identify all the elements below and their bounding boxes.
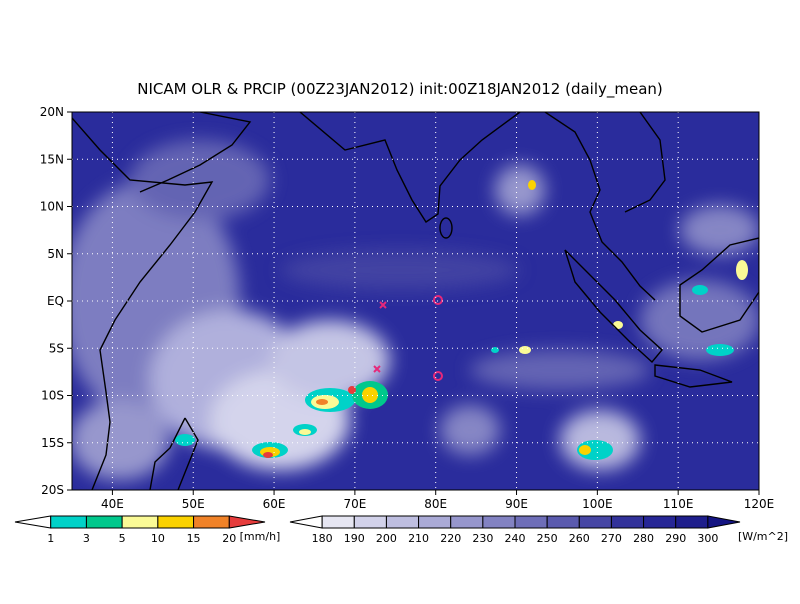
colorbar-label: 260 xyxy=(569,532,590,545)
colorbar-label: 240 xyxy=(505,532,526,545)
colorbar-box xyxy=(610,515,645,529)
precip-unit: [mm/h] xyxy=(240,530,281,543)
lat-tick-label: 5N xyxy=(47,247,64,261)
colorbar-box xyxy=(675,515,709,529)
colorbar-label: 230 xyxy=(472,532,493,545)
colorbar-box xyxy=(193,515,230,529)
colorbar-label: 10 xyxy=(151,532,165,545)
colorbar-label: 220 xyxy=(440,532,461,545)
title: NICAM OLR & PRCIP (00Z23JAN2012) init:00… xyxy=(137,80,663,99)
colorbar-label: 15 xyxy=(187,532,201,545)
colorbar-label: 5 xyxy=(119,532,126,545)
precip-spots xyxy=(175,180,748,460)
lat-tick-label: 5S xyxy=(49,341,64,355)
colorbar-box xyxy=(321,515,355,529)
lat-tick-label: 20N xyxy=(40,105,64,119)
lon-tick-label: 50E xyxy=(182,497,205,511)
coastlines xyxy=(72,112,759,490)
colorbar-box xyxy=(450,515,484,529)
lon-tick-label: 40E xyxy=(101,497,124,511)
colorbar-box xyxy=(353,515,387,529)
colorbar-label: 280 xyxy=(633,532,654,545)
colorbar-label: 190 xyxy=(344,532,365,545)
lon-tick-label: 90E xyxy=(505,497,528,511)
colorbar-arrow xyxy=(707,515,741,529)
colorbar-box xyxy=(157,515,195,529)
lat-tick-label: 15S xyxy=(41,436,64,450)
colorbar-arrow xyxy=(289,515,323,529)
lon-tick-label: 60E xyxy=(263,497,286,511)
lat-tick-label: 10N xyxy=(40,200,64,214)
colorbar-box xyxy=(121,515,159,529)
colorbar-label: 180 xyxy=(312,532,333,545)
colorbar-label: 250 xyxy=(537,532,558,545)
colorbar-box xyxy=(546,515,580,529)
colorbar-label: 3 xyxy=(83,532,90,545)
lon-tick-label: 110E xyxy=(663,497,694,511)
colorbar-box xyxy=(418,515,452,529)
colorbar-box xyxy=(50,515,87,529)
colorbar-arrow xyxy=(14,515,52,529)
colorbar-label: 20 xyxy=(222,532,236,545)
lon-tick-label: 80E xyxy=(424,497,447,511)
colorbar-box xyxy=(85,515,123,529)
colorbar-label: 210 xyxy=(408,532,429,545)
colorbar-box xyxy=(385,515,420,529)
lon-tick-label: 100E xyxy=(582,497,613,511)
markers xyxy=(373,295,443,381)
colorbar-arrow xyxy=(228,515,266,529)
lat-tick-label: 15N xyxy=(40,152,64,166)
olr-unit: [W/m^2] xyxy=(738,530,788,543)
colorbar-box xyxy=(514,515,548,529)
lat-tick-label: 10S xyxy=(41,389,64,403)
colorbar-label: 300 xyxy=(697,532,718,545)
colorbar-label: 270 xyxy=(601,532,622,545)
lat-tick-label: EQ xyxy=(47,294,64,308)
lon-tick-label: 70E xyxy=(343,497,366,511)
lon-tick-label: 120E xyxy=(744,497,775,511)
colorbar-box xyxy=(578,515,612,529)
colorbar-box xyxy=(482,515,516,529)
colorbar-label: 1 xyxy=(47,532,54,545)
colorbar-label: 290 xyxy=(665,532,686,545)
map-field xyxy=(72,112,759,490)
colorbar-label: 200 xyxy=(376,532,397,545)
colorbar-box xyxy=(643,515,677,529)
lat-tick-label: 20S xyxy=(41,483,64,497)
